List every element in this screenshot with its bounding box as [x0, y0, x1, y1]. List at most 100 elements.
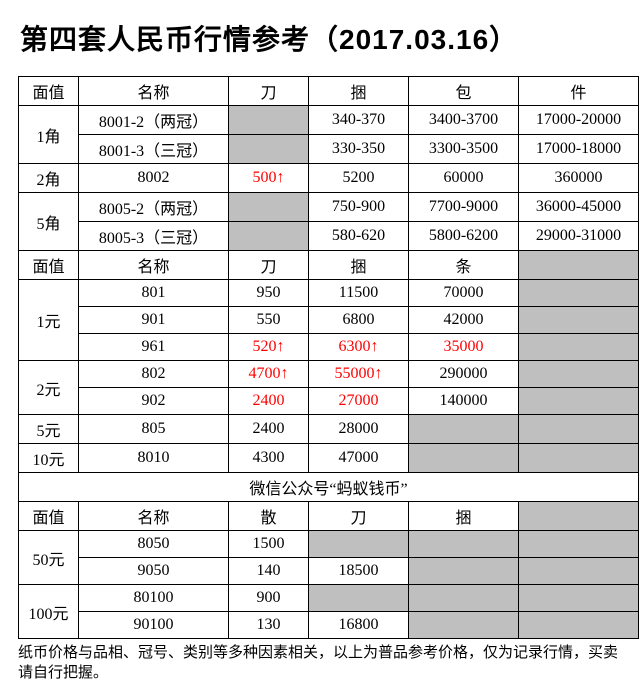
cell-kun: 6800 [309, 307, 409, 334]
cell-name: 90100 [79, 612, 229, 639]
cell-face: 5角 [19, 193, 79, 251]
table-row: 100元 80100 900 [19, 585, 639, 612]
cell-tiao: 140000 [409, 388, 519, 415]
table-row: 961 520↑ 6300↑ 35000 [19, 334, 639, 361]
cell-name: 961 [79, 334, 229, 361]
hdr-blank [519, 502, 639, 531]
cell-dao: 4300 [229, 444, 309, 473]
hdr-name: 名称 [79, 251, 229, 280]
page-title: 第四套人民币行情参考（2017.03.16） [20, 18, 622, 58]
cell-tiao [409, 415, 519, 444]
cell-kun: 55000↑ [309, 361, 409, 388]
cell-blank [519, 444, 639, 473]
cell-kun: 6300↑ [309, 334, 409, 361]
hdr-dao: 刀 [229, 251, 309, 280]
cell-kun [409, 612, 519, 639]
cell-name: 8050 [79, 531, 229, 558]
cell-dao: 950 [229, 280, 309, 307]
cell-blank [519, 388, 639, 415]
cell-blank [519, 531, 639, 558]
cell-kun: 27000 [309, 388, 409, 415]
table-row: 5元 805 2400 28000 [19, 415, 639, 444]
cell-face: 5元 [19, 415, 79, 444]
cell-kun: 11500 [309, 280, 409, 307]
hdr-face: 面值 [19, 251, 79, 280]
cell-kun: 750-900 [309, 193, 409, 222]
cell-dao: 2400 [229, 415, 309, 444]
cell-dao: 16800 [309, 612, 409, 639]
hdr-jian: 件 [519, 77, 639, 106]
cell-tiao: 290000 [409, 361, 519, 388]
hdr-kun: 捆 [309, 77, 409, 106]
table-row: 8005-3（三冠） 580-620 5800-6200 29000-31000 [19, 222, 639, 251]
cell-san: 900 [229, 585, 309, 612]
cell-tiao [409, 444, 519, 473]
table-row: 2元 802 4700↑ 55000↑ 290000 [19, 361, 639, 388]
table-row: 1角 8001-2（两冠） 340-370 3400-3700 17000-20… [19, 106, 639, 135]
hdr-dao: 刀 [229, 77, 309, 106]
cell-face: 100元 [19, 585, 79, 639]
cell-dao [229, 193, 309, 222]
cell-name: 802 [79, 361, 229, 388]
cell-dao [229, 222, 309, 251]
cell-name: 9050 [79, 558, 229, 585]
cell-bao: 60000 [409, 164, 519, 193]
cell-blank [519, 307, 639, 334]
cell-name: 8010 [79, 444, 229, 473]
cell-name: 901 [79, 307, 229, 334]
cell-tiao: 35000 [409, 334, 519, 361]
price-table: 面值 名称 刀 捆 包 件 1角 8001-2（两冠） 340-370 3400… [18, 76, 639, 639]
cell-blank [519, 361, 639, 388]
cell-dao [309, 531, 409, 558]
cell-san: 130 [229, 612, 309, 639]
cell-kun: 580-620 [309, 222, 409, 251]
table-row: 8001-3（三冠） 330-350 3300-3500 17000-18000 [19, 135, 639, 164]
cell-bao: 5800-6200 [409, 222, 519, 251]
banner-row: 微信公众号“蚂蚁钱币” [19, 473, 639, 502]
cell-blank [519, 612, 639, 639]
banner: 微信公众号“蚂蚁钱币” [19, 473, 639, 502]
cell-jian: 36000-45000 [519, 193, 639, 222]
hdr-name: 名称 [79, 77, 229, 106]
cell-kun: 330-350 [309, 135, 409, 164]
cell-blank [519, 558, 639, 585]
cell-jian: 17000-18000 [519, 135, 639, 164]
table-row: 5角 8005-2（两冠） 750-900 7700-9000 36000-45… [19, 193, 639, 222]
footnote: 纸币价格与品相、冠号、类别等多种因素相关，以上为普品参考价格，仅为记录行情，买卖… [18, 643, 622, 684]
cell-dao [229, 106, 309, 135]
cell-dao [229, 135, 309, 164]
hdr-bao: 包 [409, 77, 519, 106]
table-row: 902 2400 27000 140000 [19, 388, 639, 415]
table-header-row: 面值 名称 刀 捆 包 件 [19, 77, 639, 106]
table-header-row: 面值 名称 散 刀 捆 [19, 502, 639, 531]
table-row: 901 550 6800 42000 [19, 307, 639, 334]
hdr-blank [519, 251, 639, 280]
cell-name: 902 [79, 388, 229, 415]
table-row: 2角 8002 500↑ 5200 60000 360000 [19, 164, 639, 193]
hdr-kun: 捆 [409, 502, 519, 531]
cell-face: 50元 [19, 531, 79, 585]
hdr-tiao: 条 [409, 251, 519, 280]
cell-jian: 17000-20000 [519, 106, 639, 135]
cell-san: 140 [229, 558, 309, 585]
cell-dao: 2400 [229, 388, 309, 415]
table-row: 9050 140 18500 [19, 558, 639, 585]
cell-face: 2元 [19, 361, 79, 415]
cell-blank [519, 280, 639, 307]
cell-bao: 3300-3500 [409, 135, 519, 164]
table-row: 10元 8010 4300 47000 [19, 444, 639, 473]
cell-dao: 520↑ [229, 334, 309, 361]
cell-name: 801 [79, 280, 229, 307]
cell-jian: 29000-31000 [519, 222, 639, 251]
table-row: 1元 801 950 11500 70000 [19, 280, 639, 307]
cell-name: 8005-3（三冠） [79, 222, 229, 251]
cell-dao: 550 [229, 307, 309, 334]
cell-name: 8001-3（三冠） [79, 135, 229, 164]
cell-kun: 340-370 [309, 106, 409, 135]
cell-blank [519, 415, 639, 444]
hdr-name: 名称 [79, 502, 229, 531]
cell-blank [519, 334, 639, 361]
cell-bao: 7700-9000 [409, 193, 519, 222]
cell-name: 8005-2（两冠） [79, 193, 229, 222]
cell-name: 805 [79, 415, 229, 444]
